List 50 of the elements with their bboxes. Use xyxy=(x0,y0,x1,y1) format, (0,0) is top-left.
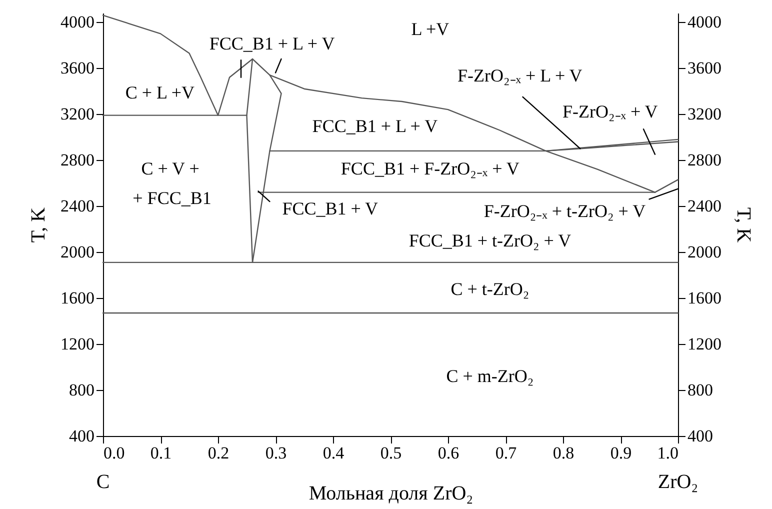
y-tick-label: 2800 xyxy=(60,150,94,170)
y-tick-label: 4000 xyxy=(60,12,94,32)
annotation: F-ZrO₂₋ₓ + V xyxy=(562,101,658,122)
y2-axis-title: T, K xyxy=(732,207,754,244)
x-tick-label: 0.0 xyxy=(104,444,125,462)
x-tick-label: 0.1 xyxy=(150,444,172,462)
y-tick-label: 1200 xyxy=(60,334,94,354)
annotation: C + t-ZrO₂ xyxy=(450,279,530,300)
annotation: F-ZrO₂₋ₓ + t-ZrO₂ + V xyxy=(484,200,646,221)
x-tick-label: 0.7 xyxy=(495,444,518,462)
x-tick-label: 0.9 xyxy=(610,444,632,462)
x-tick-label: 0.3 xyxy=(265,444,287,462)
annotation: FCC_B1 + L + V xyxy=(209,34,335,54)
y2-tick-label: 2000 xyxy=(688,242,722,262)
annotation: L +V xyxy=(411,18,450,39)
y2-tick-label: 3600 xyxy=(688,58,722,78)
y-tick-label: 800 xyxy=(69,380,94,400)
x-tick-label: 1.0 xyxy=(657,444,678,462)
annotation: C + m-ZrO₂ xyxy=(446,366,534,386)
annotation: C + V + xyxy=(141,158,200,179)
y-tick-label: 400 xyxy=(69,426,94,446)
y2-tick-label: 4000 xyxy=(688,12,722,32)
y2-tick-label: 2800 xyxy=(688,150,722,170)
y2-tick-label: 1600 xyxy=(688,288,722,308)
x-tick-label: 0.6 xyxy=(438,444,460,462)
annotation: + FCC_B1 xyxy=(132,188,212,208)
y-tick-label: 2000 xyxy=(60,242,94,262)
annotation: C + L +V xyxy=(125,82,194,102)
y2-tick-label: 2400 xyxy=(688,196,722,216)
y2-tick-label: 800 xyxy=(688,380,713,400)
y2-tick-label: 1200 xyxy=(688,334,722,354)
y-tick-label: 3600 xyxy=(60,58,94,78)
annotation: FCC_B1 + L + V xyxy=(312,116,438,136)
x-tick-label: 0.2 xyxy=(208,444,230,462)
x-tick-label: 0.8 xyxy=(552,444,574,462)
y-tick-label: 3200 xyxy=(60,104,94,124)
y2-tick-label: 400 xyxy=(688,426,713,446)
annotation: FCC_B1 + V xyxy=(282,198,378,219)
y-axis-title: T, K xyxy=(28,206,50,243)
y-tick-label: 2400 xyxy=(60,196,94,216)
y2-tick-label: 3200 xyxy=(688,104,722,124)
annotation: F-ZrO₂₋ₓ + L + V xyxy=(457,65,582,86)
x-axis-title: Мольная доля ZrO₂ xyxy=(308,482,474,504)
x-tick-label: 0.5 xyxy=(380,444,402,462)
annotation: FCC_B1 + t-ZrO₂ + V xyxy=(408,230,572,250)
annotation: FCC_B1 + F-ZrO₂₋ₓ + V xyxy=(340,158,520,179)
text: C xyxy=(96,471,110,493)
y-tick-label: 1600 xyxy=(60,288,94,308)
x-tick-label: 0.4 xyxy=(322,444,345,462)
text: ZrO₂ xyxy=(658,471,698,493)
